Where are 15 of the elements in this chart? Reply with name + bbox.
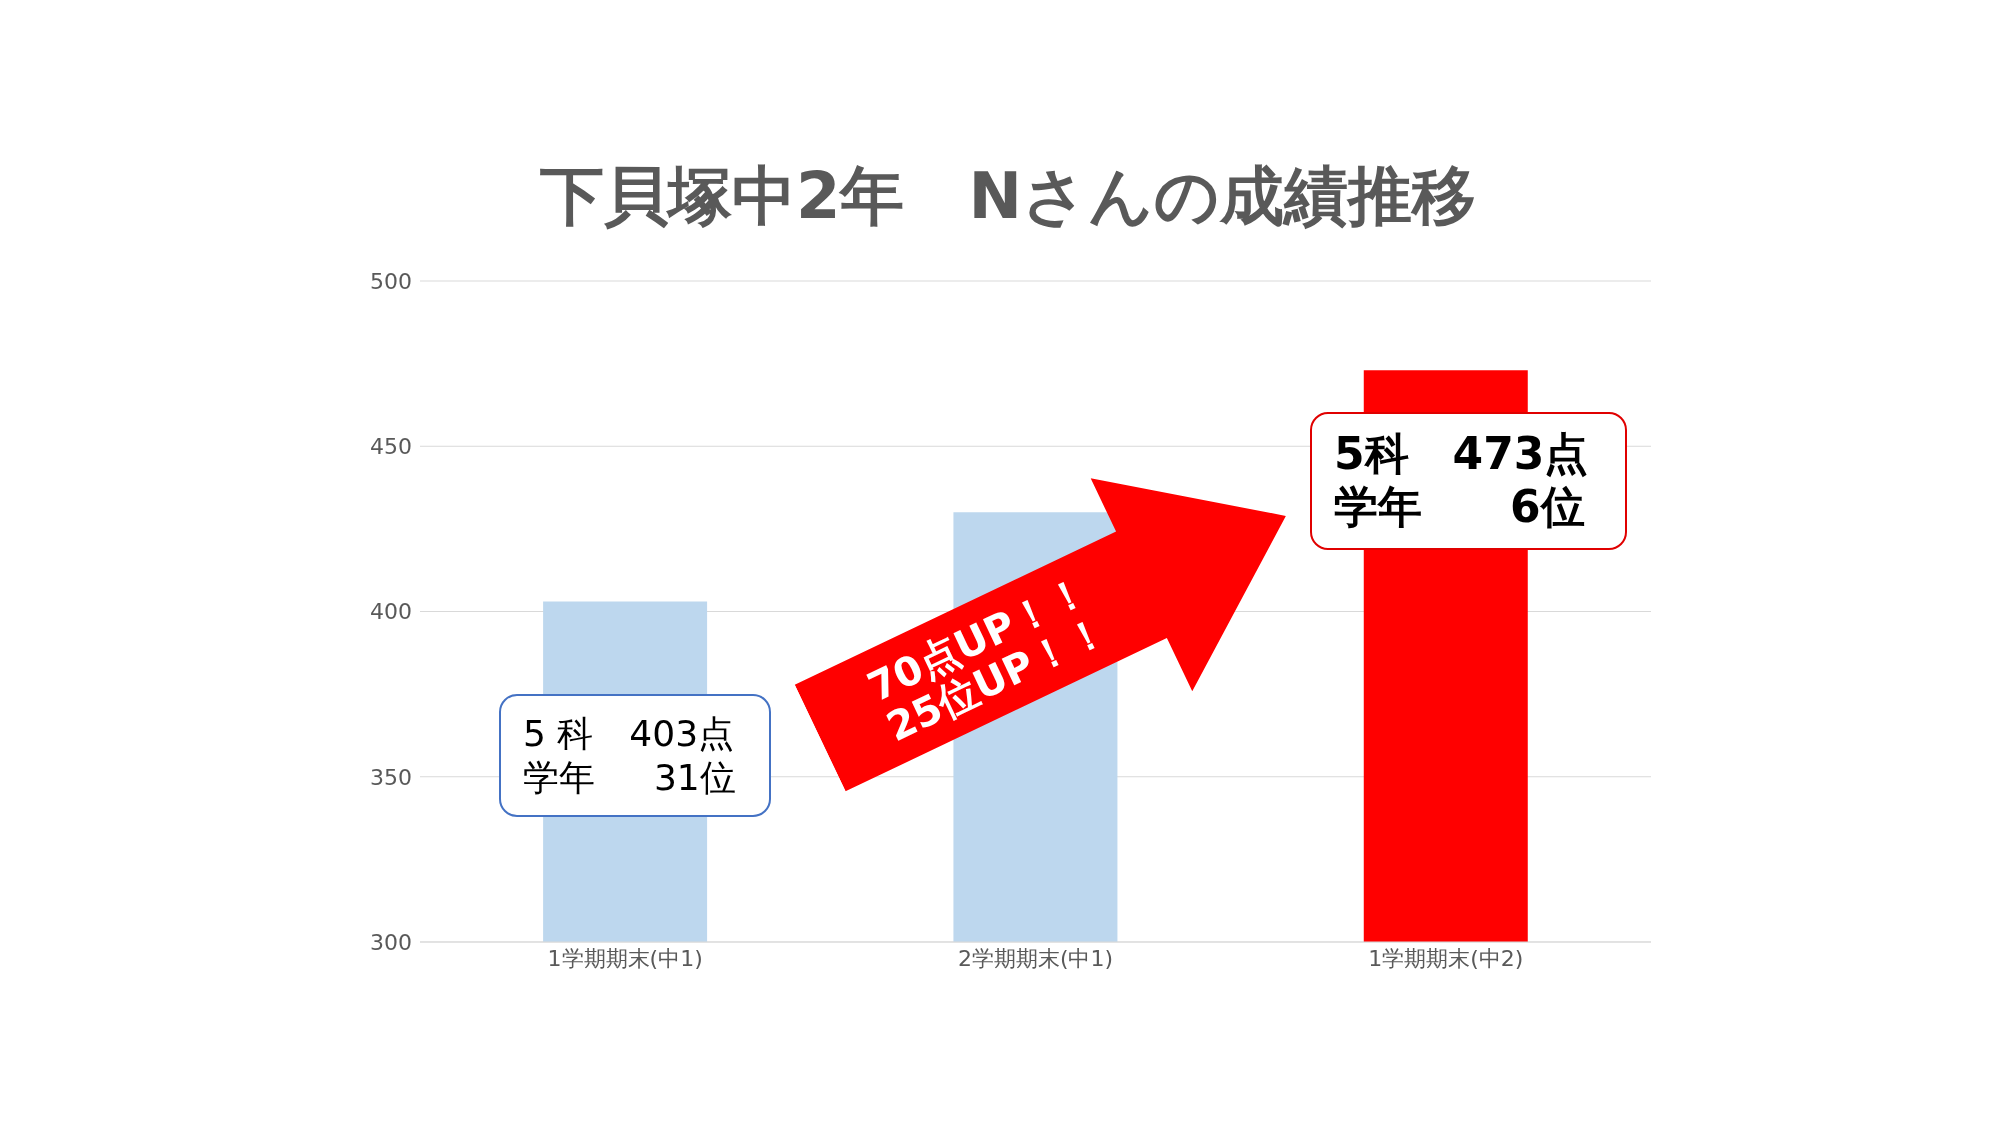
y-tick-label: 500 <box>370 268 412 294</box>
chart-title: 下貝塚中2年 Nさんの成績推移 <box>538 158 1478 235</box>
y-tick-label: 300 <box>370 929 412 955</box>
x-tick-label: 1学期期末(中2) <box>1368 945 1524 971</box>
x-tick-label: 2学期期末(中1) <box>957 945 1114 971</box>
annotation: 学年 31位 <box>523 755 737 799</box>
annotation: 学年 6位 <box>1334 481 1586 534</box>
x-tick-label: 1学期期末(中1) <box>547 945 703 971</box>
y-tick-label: 450 <box>370 434 412 460</box>
callout: 5 科 403点 学年 31位 <box>499 694 771 817</box>
annotation: 5科 473点 <box>1334 428 1590 481</box>
callout: 5科 473点 学年 6位 <box>1310 412 1627 550</box>
y-tick-label: 350 <box>370 764 412 790</box>
y-tick-label: 400 <box>370 599 412 625</box>
annotation: 5 科 403点 <box>523 712 736 756</box>
